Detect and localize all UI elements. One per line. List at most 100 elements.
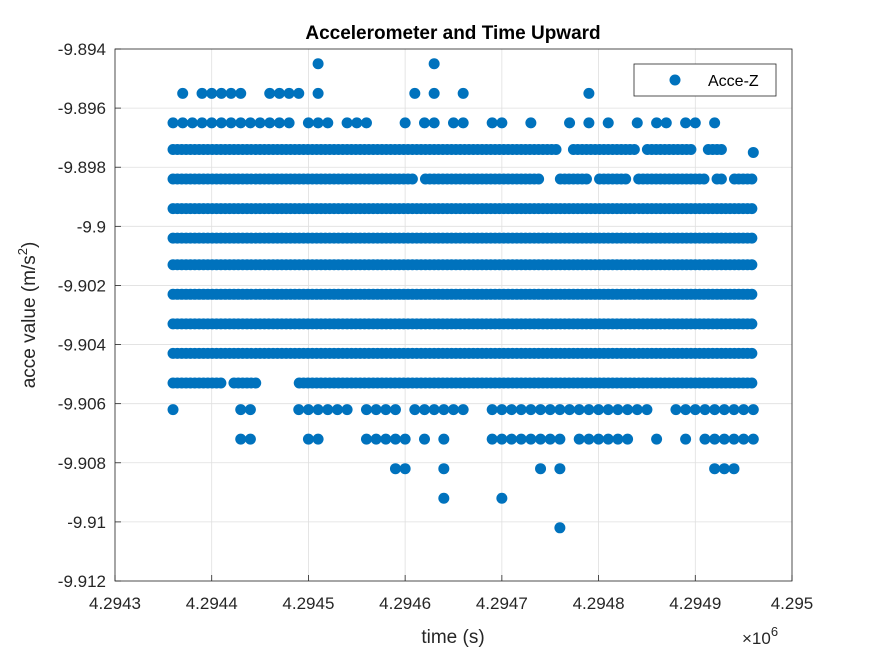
data-point bbox=[699, 404, 711, 416]
data-point bbox=[709, 404, 721, 416]
chart-title: Accelerometer and Time Upward bbox=[305, 23, 600, 44]
data-point bbox=[293, 87, 305, 99]
data-point bbox=[631, 404, 643, 416]
data-point bbox=[680, 433, 692, 445]
data-point bbox=[399, 117, 411, 129]
x-tick-label: 4.2949 bbox=[669, 594, 721, 613]
data-point bbox=[583, 87, 595, 99]
data-point bbox=[535, 404, 547, 416]
data-point bbox=[715, 143, 727, 155]
x-tick-label: 4.2948 bbox=[573, 594, 625, 613]
data-point bbox=[506, 404, 518, 416]
legend-label: Acce-Z bbox=[708, 73, 759, 90]
data-point bbox=[486, 404, 498, 416]
data-point bbox=[428, 404, 440, 416]
data-point bbox=[593, 404, 605, 416]
data-point bbox=[438, 404, 450, 416]
data-point bbox=[244, 404, 256, 416]
data-point bbox=[746, 318, 758, 330]
y-tick-label: -9.912 bbox=[58, 572, 106, 591]
data-point bbox=[244, 433, 256, 445]
data-point bbox=[496, 404, 508, 416]
data-point bbox=[418, 404, 430, 416]
data-point bbox=[515, 404, 527, 416]
data-point bbox=[660, 117, 672, 129]
y-tick-label: -9.898 bbox=[58, 158, 106, 177]
data-point bbox=[312, 58, 324, 70]
data-point bbox=[651, 117, 663, 129]
data-point bbox=[206, 87, 218, 99]
x-tick-label: 4.2945 bbox=[282, 594, 334, 613]
data-point bbox=[283, 87, 295, 99]
y-tick-label: -9.9 bbox=[77, 217, 106, 236]
data-point bbox=[709, 117, 721, 129]
data-point bbox=[573, 404, 585, 416]
data-point bbox=[457, 117, 469, 129]
data-point bbox=[273, 117, 285, 129]
data-point bbox=[738, 404, 750, 416]
data-point bbox=[580, 173, 592, 185]
data-point bbox=[593, 433, 605, 445]
data-point bbox=[738, 433, 750, 445]
data-point bbox=[746, 173, 758, 185]
data-point bbox=[312, 404, 324, 416]
y-axis-title-close: ) bbox=[19, 242, 40, 248]
y-tick-label: -9.91 bbox=[67, 513, 106, 532]
x-tick-labels: 4.2943 4.2944 4.2945 4.2946 4.2947 4.2948 4.29… bbox=[89, 594, 813, 613]
data-point bbox=[525, 117, 537, 129]
data-point bbox=[746, 377, 758, 389]
data-point bbox=[438, 463, 450, 475]
data-point bbox=[312, 433, 324, 445]
data-point bbox=[746, 288, 758, 300]
data-point bbox=[250, 377, 262, 389]
data-point bbox=[515, 433, 527, 445]
data-point bbox=[399, 433, 411, 445]
data-point bbox=[428, 58, 440, 70]
data-point bbox=[215, 377, 227, 389]
legend: Acce-Z bbox=[633, 63, 777, 97]
data-point bbox=[746, 203, 758, 215]
data-point bbox=[685, 143, 697, 155]
data-point bbox=[215, 87, 227, 99]
data-point bbox=[535, 433, 547, 445]
y-tick-label: -9.896 bbox=[58, 99, 106, 118]
data-point bbox=[535, 463, 547, 475]
data-point bbox=[380, 404, 392, 416]
data-point bbox=[235, 404, 247, 416]
data-point bbox=[428, 117, 440, 129]
data-point bbox=[747, 433, 759, 445]
data-point bbox=[428, 87, 440, 99]
data-point bbox=[680, 117, 692, 129]
data-point bbox=[554, 522, 566, 534]
legend-box bbox=[633, 63, 777, 97]
data-point bbox=[746, 259, 758, 271]
data-point bbox=[612, 404, 624, 416]
data-point bbox=[341, 404, 353, 416]
data-point bbox=[360, 404, 372, 416]
data-point bbox=[235, 117, 247, 129]
data-point bbox=[331, 404, 343, 416]
data-point bbox=[525, 404, 537, 416]
data-point bbox=[322, 117, 334, 129]
data-point bbox=[496, 492, 508, 504]
data-point bbox=[360, 117, 372, 129]
x-axis-exponent: ×106 bbox=[742, 624, 778, 648]
data-points bbox=[167, 58, 759, 534]
data-point bbox=[583, 404, 595, 416]
plot-area bbox=[115, 49, 792, 581]
data-point bbox=[573, 433, 585, 445]
data-point bbox=[651, 433, 663, 445]
x-tick-label: 4.2947 bbox=[476, 594, 528, 613]
data-point bbox=[506, 433, 518, 445]
data-point bbox=[496, 117, 508, 129]
data-point bbox=[699, 433, 711, 445]
data-point bbox=[293, 404, 305, 416]
data-point bbox=[544, 404, 556, 416]
data-point bbox=[302, 117, 314, 129]
data-point bbox=[360, 433, 372, 445]
data-point bbox=[564, 404, 576, 416]
data-point bbox=[448, 404, 459, 416]
data-point bbox=[167, 117, 179, 129]
legend-marker bbox=[669, 74, 681, 86]
data-point bbox=[264, 117, 276, 129]
